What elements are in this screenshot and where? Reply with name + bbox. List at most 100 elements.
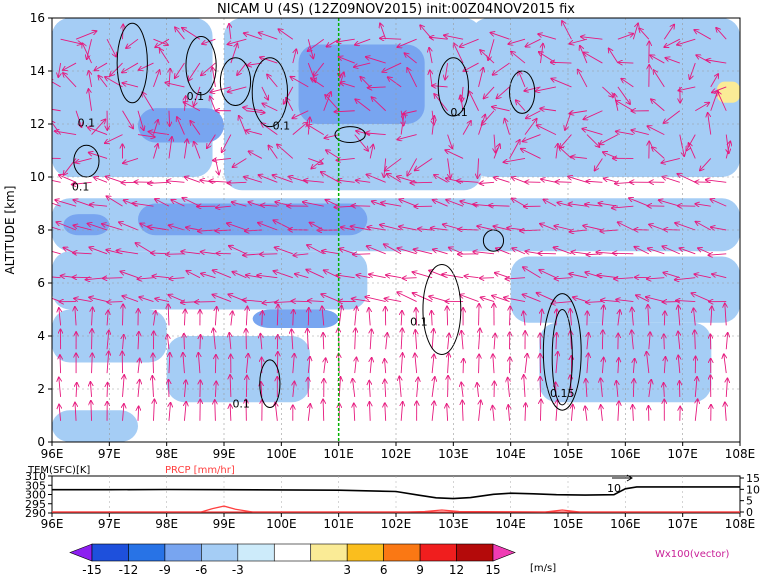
colorbar-tick-label: -15 (82, 563, 102, 575)
x-tick-label: 107E (667, 447, 698, 461)
subplot-annotation: 10 (607, 482, 621, 495)
x-tick-label: 97E (98, 447, 121, 461)
y-tick-label: 10 (30, 170, 45, 184)
contour-label: 0.1 (410, 315, 428, 328)
wind-vector (540, 399, 541, 420)
vector-scale-label: Wx100(vector) (655, 549, 730, 560)
colorbar-tick-label: -12 (119, 563, 139, 575)
contour-label: 0.1 (450, 106, 468, 119)
wind-vector (200, 335, 201, 349)
contour-label: 0.1 (187, 90, 205, 103)
subplot-x-tick-label: 103E (438, 517, 469, 531)
subplot-x-tick-label: 106E (610, 517, 641, 531)
y-axis-label: ALTITUDE [km] (3, 186, 17, 275)
contour-label: 0.1 (78, 117, 96, 130)
subplot-x-tick-label: 107E (667, 517, 698, 531)
wind-vector (664, 311, 665, 325)
colorbar-box (165, 544, 201, 561)
wind-vector (410, 182, 432, 183)
x-tick-label: 103E (438, 447, 469, 461)
wind-vector (538, 253, 556, 254)
wind-vector (215, 355, 216, 373)
colorbar-box (457, 544, 493, 561)
wind-vector (353, 254, 370, 255)
wind-vector (664, 334, 665, 349)
wind-vector (169, 111, 170, 126)
x-tick-label: 104E (495, 447, 526, 461)
colorbar-tick-label: -6 (195, 563, 207, 575)
wind-vector (447, 306, 448, 325)
y-tick-label: 14 (30, 64, 45, 78)
colorbar-tick-label: -9 (159, 563, 171, 575)
colorbar-box (128, 544, 164, 561)
wind-vector (73, 277, 92, 278)
subplot-x-tick-label: 96E (41, 517, 64, 531)
wind-vector (123, 304, 124, 325)
colorbar-tick-label: 15 (485, 563, 500, 575)
shading-region (167, 336, 310, 402)
x-tick-label: 102E (381, 447, 412, 461)
y-tick-label: 6 (37, 276, 45, 290)
colorbar-box (201, 544, 237, 561)
shading-region (299, 45, 425, 125)
colorbar-box (238, 544, 274, 561)
wind-vector (555, 182, 571, 183)
y-tick-label: 2 (37, 382, 45, 396)
wind-vector (402, 278, 416, 279)
contour-label: 0.1 (232, 398, 250, 411)
shading-region (138, 108, 224, 142)
y-tick-label: 16 (30, 11, 45, 25)
colorbar-tick-label: -3 (232, 563, 244, 575)
shading-region (52, 251, 367, 309)
shading-region (52, 410, 138, 442)
colorbar-max-triangle (493, 544, 515, 561)
colorbar-box (92, 544, 128, 561)
shading-region (717, 82, 740, 103)
main-plot: 0.10.10.10.10.10.10.10.15 0246810121416 … (3, 11, 755, 461)
wind-vector (633, 379, 634, 397)
x-tick-label: 106E (610, 447, 641, 461)
colorbar-tick-label: 6 (380, 563, 388, 575)
subplot-x-tick-label: 105E (553, 517, 584, 531)
colorbar-tick-label: 3 (343, 563, 351, 575)
colorbar-min-triangle (70, 544, 92, 561)
wind-vector (107, 383, 108, 397)
subplot-x-tick-label: 108E (725, 517, 756, 531)
wind-vector (246, 376, 247, 397)
x-tick-label: 105E (553, 447, 584, 461)
wind-vector (479, 304, 480, 326)
wind-vector (103, 278, 123, 279)
chart-title: NICAM U (4S) (12Z09NOV2015) init:00Z04NO… (217, 2, 575, 17)
y-tick-label: 4 (37, 329, 45, 343)
y-tick-label: 12 (30, 117, 45, 131)
subplot-x-tick-label: 101E (323, 517, 354, 531)
x-tick-label: 100E (266, 447, 297, 461)
shading-region (253, 310, 339, 329)
x-tick-label: 99E (213, 447, 236, 461)
subplot-x-tick-label: 98E (155, 517, 178, 531)
subplot-x-tick-label: 104E (495, 517, 526, 531)
x-tick-label: 96E (41, 447, 64, 461)
contour-label: 0.1 (72, 180, 90, 193)
x-tick-label: 101E (323, 447, 354, 461)
x-tick-label: 98E (155, 447, 178, 461)
subplot-x-tick-label: 97E (98, 517, 121, 531)
colorbar-box (420, 544, 456, 561)
contour-label: 0.15 (550, 387, 575, 400)
colorbar-tick-label: 9 (416, 563, 424, 575)
shading-region (63, 214, 109, 235)
x-tick-label: 108E (725, 447, 756, 461)
wind-vector (153, 353, 154, 373)
contour-label: 0.1 (273, 119, 291, 132)
colorbar-box (274, 544, 310, 561)
subplot-x-tick-label: 100E (266, 517, 297, 531)
colorbar-box (347, 544, 383, 561)
prcp-label: PRCP [mm/hr] (165, 465, 235, 476)
colorbar-box (384, 544, 420, 561)
